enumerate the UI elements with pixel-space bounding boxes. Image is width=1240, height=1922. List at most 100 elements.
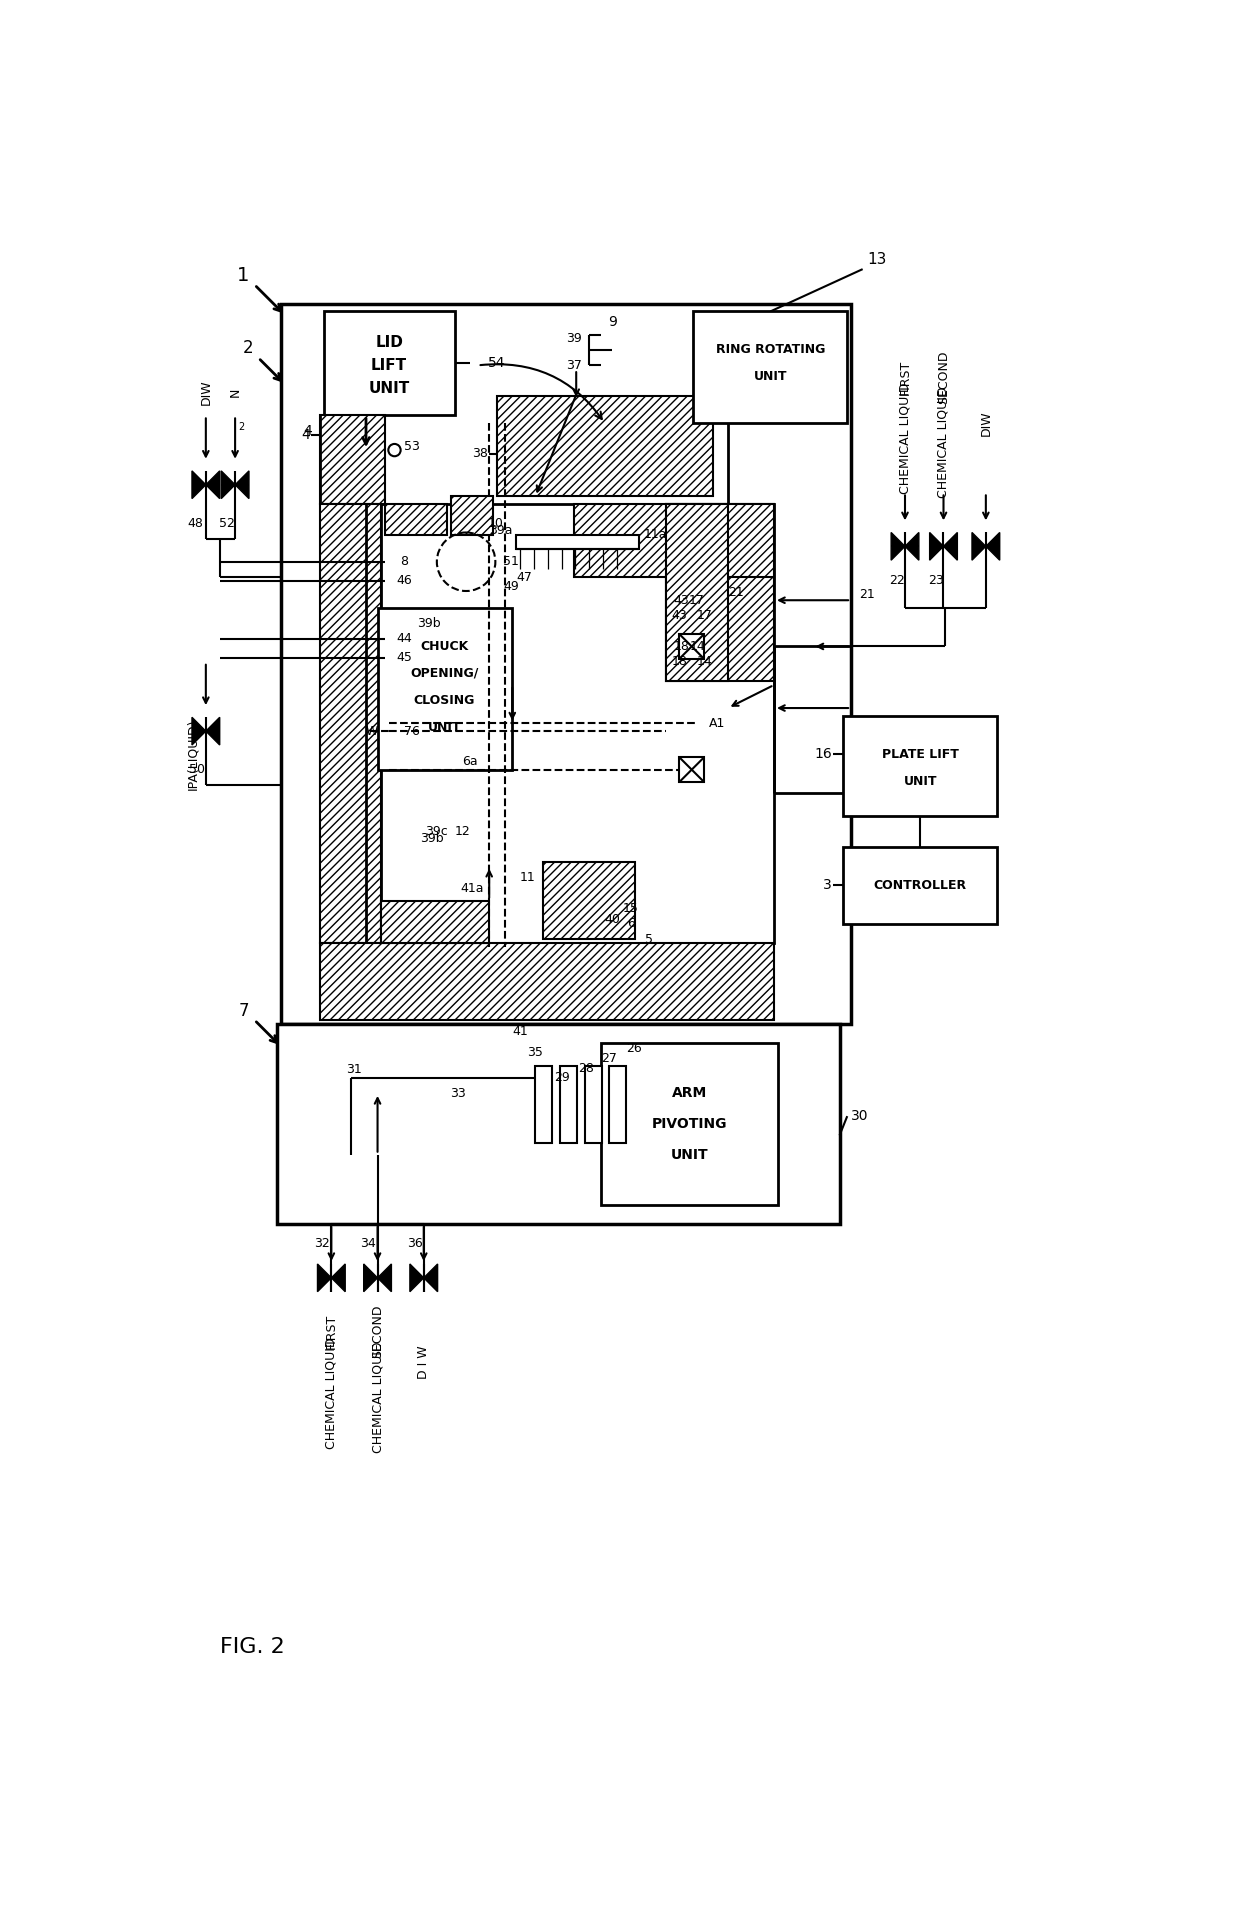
Text: 32: 32 — [314, 1236, 330, 1249]
Polygon shape — [944, 532, 957, 559]
Text: 53: 53 — [404, 440, 420, 454]
Text: 54: 54 — [489, 356, 506, 371]
Text: 41a: 41a — [460, 882, 484, 896]
Text: CHEMICAL LIQUID: CHEMICAL LIQUID — [325, 1338, 337, 1449]
Text: 4: 4 — [301, 429, 310, 442]
Text: 12: 12 — [454, 825, 470, 838]
Text: IPA(LIQUID): IPA(LIQUID) — [186, 719, 200, 790]
Bar — [320, 504, 382, 944]
Text: 14: 14 — [689, 640, 706, 653]
Bar — [666, 504, 774, 680]
Text: 8: 8 — [401, 555, 408, 569]
Text: 23: 23 — [928, 575, 944, 588]
Text: 5: 5 — [645, 932, 653, 946]
Text: 16: 16 — [815, 748, 832, 761]
Text: 39b: 39b — [419, 832, 443, 846]
Text: 18: 18 — [671, 655, 687, 669]
Bar — [320, 415, 386, 504]
Text: 6: 6 — [627, 917, 635, 930]
Text: 30: 30 — [851, 1109, 868, 1122]
Text: 52: 52 — [219, 517, 236, 530]
Text: 41: 41 — [512, 1024, 528, 1038]
Text: A1: A1 — [708, 717, 725, 730]
Text: 39: 39 — [565, 333, 582, 344]
Text: FIRST: FIRST — [325, 1315, 337, 1349]
Text: 15: 15 — [622, 901, 639, 915]
Polygon shape — [410, 1265, 424, 1292]
Text: 2: 2 — [243, 338, 253, 357]
Polygon shape — [930, 532, 944, 559]
Text: 3: 3 — [823, 878, 832, 892]
Text: 17: 17 — [689, 594, 706, 607]
Text: 47: 47 — [517, 571, 532, 584]
Text: UNIT: UNIT — [428, 721, 461, 734]
Text: CLOSING: CLOSING — [414, 694, 475, 707]
Text: 36: 36 — [407, 1236, 423, 1249]
Text: 43: 43 — [673, 594, 689, 607]
Text: FIRST: FIRST — [899, 359, 911, 394]
Text: 51: 51 — [503, 555, 518, 569]
Polygon shape — [424, 1265, 438, 1292]
Text: 39a: 39a — [489, 525, 512, 538]
Text: 39b: 39b — [418, 617, 441, 630]
Text: SECOND: SECOND — [937, 350, 950, 404]
Bar — [666, 504, 728, 680]
Bar — [574, 504, 774, 577]
Text: 40: 40 — [604, 913, 620, 926]
Bar — [543, 863, 635, 940]
Text: 76: 76 — [404, 725, 420, 738]
Text: PIVOTING: PIVOTING — [652, 1117, 727, 1130]
Text: UNIT: UNIT — [368, 381, 409, 396]
Bar — [536, 1067, 552, 1144]
Text: 21: 21 — [728, 586, 744, 600]
Text: UNIT: UNIT — [754, 371, 787, 384]
Polygon shape — [892, 532, 905, 559]
Polygon shape — [377, 1265, 392, 1292]
Text: 48: 48 — [187, 517, 203, 530]
Text: UNIT: UNIT — [671, 1147, 708, 1161]
Text: 33: 33 — [450, 1086, 466, 1099]
Text: 4: 4 — [304, 425, 312, 438]
Bar — [680, 634, 704, 659]
Text: 29: 29 — [554, 1071, 569, 1084]
Bar — [516, 534, 640, 548]
Text: 7: 7 — [239, 1001, 249, 1021]
Bar — [382, 504, 774, 944]
Text: 35: 35 — [527, 1046, 543, 1059]
Text: FIG. 2: FIG. 2 — [219, 1638, 284, 1657]
Text: LID: LID — [376, 334, 403, 350]
Text: 22: 22 — [889, 575, 905, 588]
Polygon shape — [221, 471, 236, 498]
Bar — [560, 1067, 577, 1144]
Text: 27: 27 — [601, 1051, 618, 1065]
Bar — [585, 1067, 601, 1144]
Text: 43: 43 — [672, 609, 687, 623]
Polygon shape — [236, 471, 249, 498]
Polygon shape — [905, 532, 919, 559]
Polygon shape — [192, 717, 206, 746]
Text: 10: 10 — [487, 517, 503, 530]
Polygon shape — [363, 1265, 377, 1292]
Text: 6a: 6a — [463, 755, 477, 769]
Text: 34: 34 — [361, 1236, 376, 1249]
Bar — [450, 496, 494, 534]
Text: 50: 50 — [188, 763, 205, 776]
Text: LIFT: LIFT — [371, 357, 407, 373]
Text: DIW: DIW — [200, 379, 212, 406]
Text: CHEMICAL LIQUID: CHEMICAL LIQUID — [371, 1342, 384, 1453]
Text: 17: 17 — [697, 609, 713, 623]
Bar — [377, 607, 512, 769]
Text: 45: 45 — [397, 652, 413, 665]
Polygon shape — [192, 471, 206, 498]
Polygon shape — [972, 532, 986, 559]
Text: W: W — [365, 725, 377, 738]
Polygon shape — [317, 1265, 331, 1292]
Polygon shape — [986, 532, 999, 559]
Bar — [320, 944, 774, 1021]
Polygon shape — [206, 717, 219, 746]
Bar — [324, 311, 455, 415]
Bar — [497, 396, 713, 496]
Text: 39c: 39c — [425, 825, 448, 838]
Text: OPENING/: OPENING/ — [410, 667, 479, 680]
Bar — [843, 846, 997, 924]
